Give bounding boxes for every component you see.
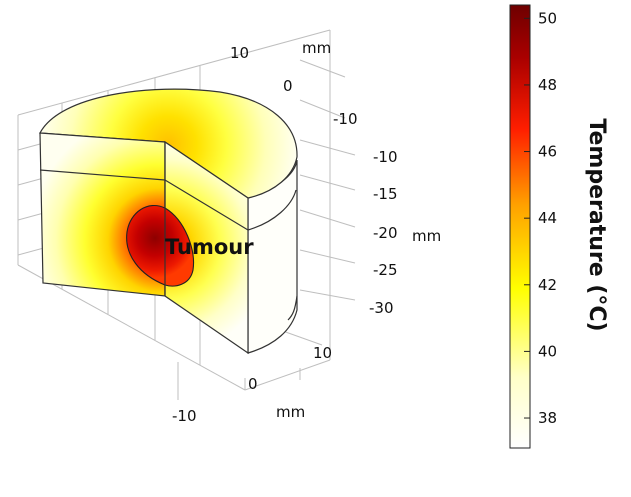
colorbar-title: Temperature (°C) xyxy=(584,118,609,331)
colorbar-gradient xyxy=(509,4,531,449)
colorbar-tick-label: 48 xyxy=(538,76,557,94)
colorbar: 50 48 46 44 42 40 38 Temperature (°C) xyxy=(509,4,609,449)
y-tick-label: 10 xyxy=(313,344,332,362)
colorbar-tick-label: 46 xyxy=(538,143,557,161)
colorbar-tick-label: 50 xyxy=(538,9,557,27)
y-tick-label: 0 xyxy=(248,375,258,393)
z-tick-label: -30 xyxy=(369,299,394,317)
z-tick-label: -15 xyxy=(373,185,398,203)
cylinder-top-face xyxy=(39,88,298,199)
colorbar-ticks: 50 48 46 44 42 40 38 xyxy=(524,9,557,427)
y-axis-unit: mm xyxy=(276,403,305,421)
colorbar-tick-label: 44 xyxy=(538,209,557,227)
cylinder-model xyxy=(39,88,298,355)
colorbar-tick-label: 40 xyxy=(538,342,557,360)
z-axis-unit: mm xyxy=(412,227,441,245)
z-tick-label: -20 xyxy=(373,224,398,242)
x-axis-unit: mm xyxy=(302,39,331,57)
x-tick-label: -10 xyxy=(333,110,358,128)
colorbar-tick-label: 42 xyxy=(538,276,557,294)
x-tick-label: 0 xyxy=(283,77,293,95)
colorbar-tick-label: 38 xyxy=(538,409,557,427)
tumour-label: Tumour xyxy=(165,235,254,259)
x-axis-ticks: 10 0 -10 mm xyxy=(230,39,358,128)
x-tick-label: 10 xyxy=(230,44,249,62)
y-axis-ticks: 10 0 -10 mm xyxy=(172,344,332,425)
y-tick-label: -10 xyxy=(172,407,197,425)
z-axis-ticks: -10 -15 -20 -25 -30 mm xyxy=(369,148,441,317)
z-tick-label: -10 xyxy=(373,148,398,166)
z-tick-label: -25 xyxy=(373,261,398,279)
